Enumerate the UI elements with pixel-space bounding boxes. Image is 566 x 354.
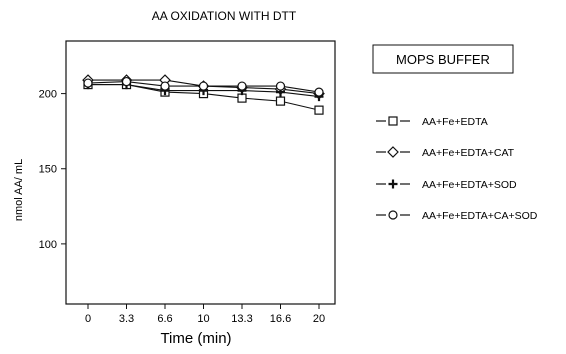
y-tick-label: 150 — [39, 164, 57, 176]
legend-item: AA+Fe+EDTA+SOD — [376, 179, 517, 191]
legend-title-box — [372, 44, 514, 74]
legend-label: AA+Fe+EDTA — [422, 116, 488, 128]
chart-title: AA OXIDATION WITH DTT — [152, 9, 297, 23]
data-point-plus — [388, 179, 398, 189]
x-tick-label: 13.3 — [231, 313, 252, 325]
data-point-circle — [83, 78, 93, 88]
legend-item: AA+Fe+EDTA+CAT — [376, 146, 515, 159]
x-tick-label: 16.6 — [270, 313, 291, 325]
y-tick-label: 100 — [39, 239, 57, 251]
legend-label: AA+Fe+EDTA+CAT — [422, 147, 515, 159]
legend-label: AA+Fe+EDTA+SOD — [422, 179, 517, 191]
data-point-circle — [198, 81, 209, 91]
data-point-circle — [160, 81, 170, 91]
data-point-diamond — [387, 146, 399, 158]
series-4 — [83, 76, 324, 97]
y-tick-label: 200 — [39, 89, 57, 101]
legend-item: AA+Fe+EDTA — [376, 116, 488, 128]
legend: AA+Fe+EDTA AA+Fe+EDTA+CAT AA+Fe+EDTA+SOD AA… — [376, 116, 538, 222]
x-tick-label: 0 — [85, 313, 91, 325]
x-tick-label: 6.6 — [157, 313, 172, 325]
x-tick-label: 10 — [197, 313, 209, 325]
data-point-circle — [121, 76, 132, 87]
legend-item: AA+Fe+EDTA+CA+SOD — [376, 210, 538, 222]
data-point-circle — [237, 81, 247, 91]
data-point-square — [275, 96, 286, 106]
data-point-circle — [275, 81, 286, 91]
y-axis-label: nmol AA/ mL — [13, 159, 25, 221]
data-point-square — [237, 93, 247, 103]
x-tick-label: 20 — [313, 313, 325, 325]
data-point-circle — [388, 210, 398, 220]
data-point-circle — [314, 87, 324, 97]
data-point-square — [388, 116, 398, 126]
axis-ticks: 100 150 200 0 3.3 6.6 10 13.3 16.6 20 — [39, 89, 325, 325]
plot-frame — [65, 40, 336, 305]
legend-label: AA+Fe+EDTA+CA+SOD — [422, 210, 538, 222]
x-tick-label: 3.3 — [119, 313, 134, 325]
x-axis-label: Time (min) — [160, 330, 231, 347]
legend-title: MOPS BUFFER — [396, 52, 490, 67]
series-layer — [82, 74, 325, 115]
data-point-square — [314, 105, 324, 115]
